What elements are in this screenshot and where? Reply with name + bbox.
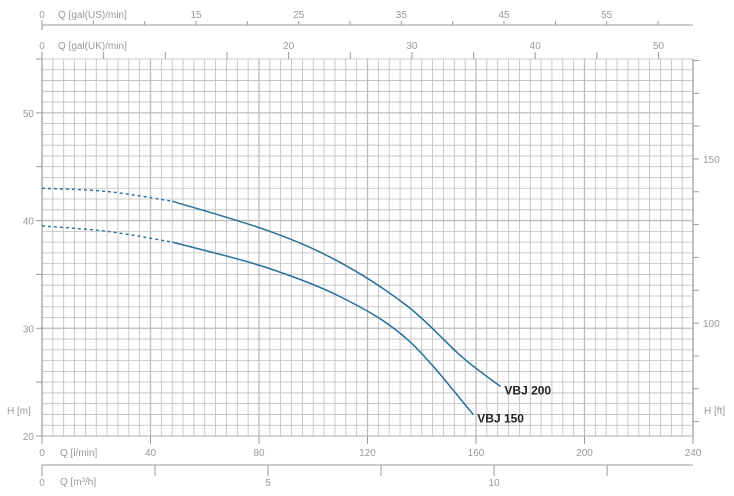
bottom-m3h-tick-label: 5 [265, 478, 271, 489]
bottom-m3h-tick-label: 0 [39, 478, 45, 489]
y-tick-label: 20 [23, 432, 35, 443]
top-us-tick-label: 15 [190, 10, 202, 21]
grid [41, 58, 694, 437]
x-tick-label: 80 [253, 448, 265, 459]
y-tick-label: 50 [23, 109, 35, 120]
y-tick-label: 30 [23, 324, 35, 335]
top-uk-tick-label: 50 [653, 41, 665, 52]
top-us-tick-label: 35 [396, 10, 408, 21]
x-tick-label: 200 [576, 448, 593, 459]
top-uk-axis-label: Q [gal(UK)/min] [58, 41, 127, 52]
bottom-m3h-axis-label: Q [m³/h] [60, 477, 96, 488]
top-us-axis-label: Q [gal(US)/min] [58, 10, 127, 21]
series-label-vbj-150: VBJ 150 [477, 411, 524, 425]
curve-vbj-150 [172, 241, 474, 415]
x-axis-label: Q [l/min] [60, 448, 97, 459]
bottom-m3h-tick-label: 10 [489, 478, 501, 489]
series-label-vbj-200: VBJ 200 [504, 383, 551, 397]
right-ft-tick-label: 100 [703, 319, 720, 330]
right-ft-tick-label: 150 [703, 155, 720, 166]
x-tick-label: 120 [359, 448, 376, 459]
curves: VBJ 200 VBJ 150 [41, 187, 551, 425]
top-us-tick-label: 45 [498, 10, 510, 21]
curve-vbj-200-dashed [41, 187, 173, 202]
x-tick-label: 40 [145, 448, 157, 459]
top-us-tick-label: 0 [39, 10, 45, 21]
top-uk-tick-label: 40 [530, 41, 542, 52]
top-uk-tick-label: 0 [39, 41, 45, 52]
x-tick-label: 240 [685, 448, 702, 459]
curve-vbj-150-dashed [41, 225, 173, 243]
top-us-tick-label: 55 [601, 10, 613, 21]
right-ft-axis-label: H [ft] [704, 406, 725, 417]
x-tick-label: 160 [468, 448, 485, 459]
x-tick-label: 0 [39, 448, 45, 459]
top-uk-tick-label: 30 [406, 41, 418, 52]
top-us-tick-label: 25 [293, 10, 305, 21]
y-axis-label: H [m] [7, 406, 31, 417]
curve-vbj-200 [171, 200, 501, 388]
y-tick-label: 40 [23, 217, 35, 228]
top-uk-tick-label: 20 [283, 41, 295, 52]
